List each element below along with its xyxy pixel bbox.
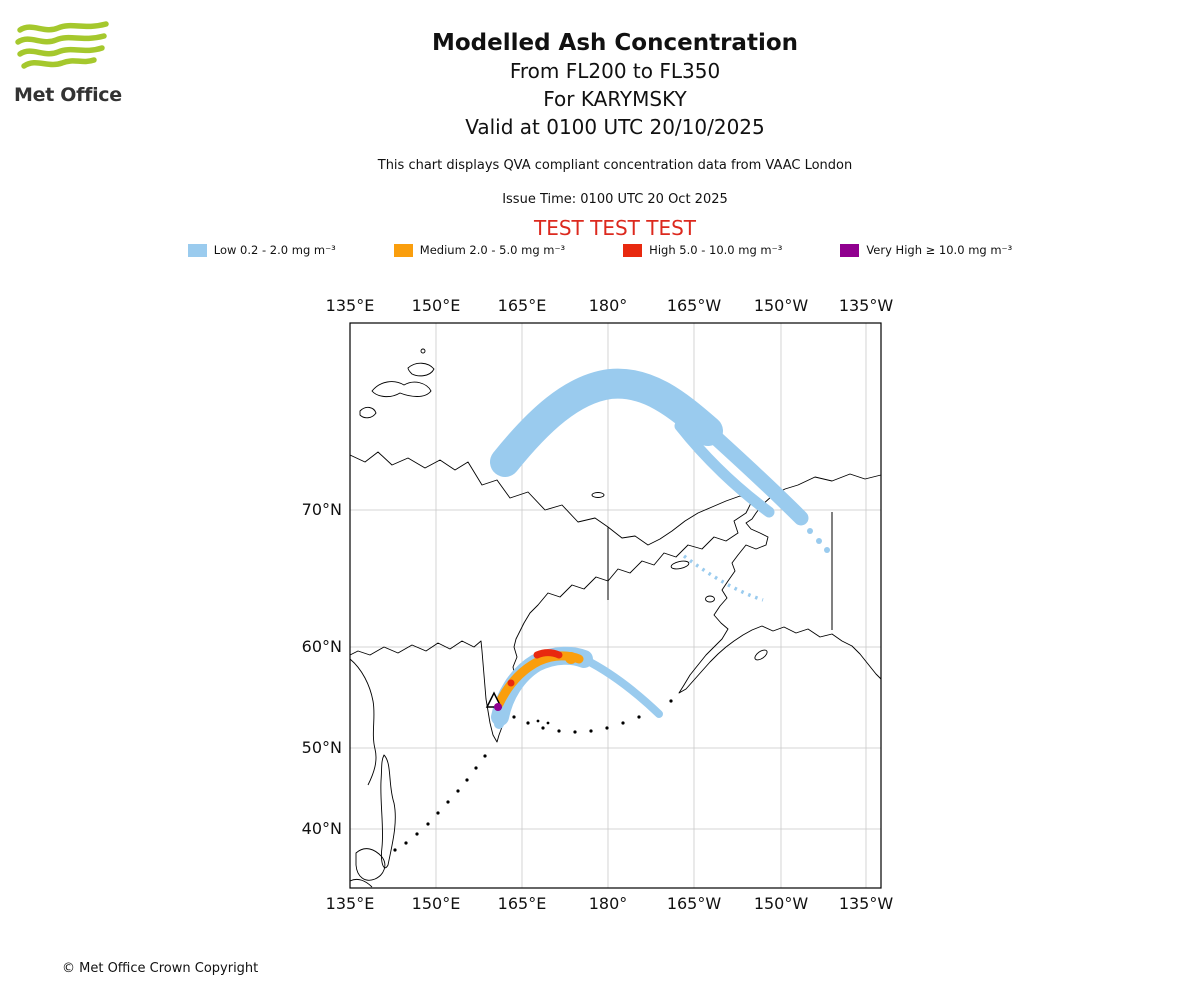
coastline-amur [349,658,377,786]
plume-low-south-dot [494,719,504,729]
legend-swatch-medium [393,243,413,257]
lon-tick-label: 135°W [839,296,894,315]
lat-labels-left: 70°N 60°N 50°N 40°N [302,500,342,838]
legend-swatch-very-high [840,243,860,257]
lon-tick-label: 150°E [412,894,461,913]
met-office-waves-icon [15,21,109,69]
coastline-siberia-kamchatka [349,451,753,743]
title-valid-time: Valid at 0100 UTC 20/10/2025 [465,115,765,139]
met-office-wordmark: Met Office [14,84,122,106]
lon-tick-label: 150°E [412,296,461,315]
coastlines [349,348,882,888]
plume-high-dot [507,679,515,687]
lon-labels-top: 135°E 150°E 165°E 180° 165°W 150°W 135°W [326,296,894,315]
ash-plume-low [490,368,830,729]
ash-plume-high [507,649,563,687]
legend-label-medium: Medium 2.0 - 5.0 mg m⁻³ [419,243,566,257]
legend: Low 0.2 - 2.0 mg m⁻³ Medium 2.0 - 5.0 mg… [0,243,1200,257]
map-frame [349,322,882,889]
lat-tick-label: 40°N [302,819,342,838]
lon-tick-label: 150°W [754,296,809,315]
map-figure: 135°E 150°E 165°E 180° 165°W 150°W 135°W… [302,296,894,913]
lon-tick-label: 135°W [839,894,894,913]
legend-label-high: High 5.0 - 10.0 mg m⁻³ [649,243,783,257]
compliance-note: This chart displays QVA compliant concen… [377,158,853,173]
lon-tick-label: 165°W [667,894,722,913]
plume-low-dotted-trail [682,554,764,602]
island-sakhalin [380,754,396,869]
plume-low-kamchatka-tail [580,655,663,718]
lon-tick-label: 150°W [754,894,809,913]
lon-tick-label: 180° [589,894,628,913]
ash-plume-medium [494,651,584,709]
lon-tick-label: 165°E [498,894,547,913]
gridlines [349,323,881,888]
plume-medium-blob [565,652,577,664]
plume-low-branch-south [674,420,775,518]
plume-low-tail-dot [816,538,822,544]
footer-copyright: © Met Office Crown Copyright [62,961,259,976]
chart-header: Modelled Ash Concentration From FL200 to… [30,30,1200,240]
issue-time: Issue Time: 0100 UTC 20 Oct 2025 [502,192,728,207]
title-volcano: For KARYMSKY [543,87,687,111]
political-borders [607,512,833,630]
plume-low-tail-dot [824,547,830,553]
island-hokkaido [355,848,386,881]
island-st-lawrence [670,560,690,570]
plume-low-arctic-band [490,368,723,477]
met-office-logo: Met Office [14,18,124,106]
island-chukchi [591,492,605,498]
plume-low-tail-dot [807,528,813,534]
lon-tick-label: 135°E [326,894,375,913]
island-arctic-3 [359,406,377,419]
coastline-alaska [678,473,882,694]
coastline-honshu [349,878,373,888]
kuril-islands [393,754,487,852]
plume-low-branch-north [696,419,809,526]
lon-tick-label: 165°E [498,296,547,315]
legend-item-very-high: Very High ≥ 10.0 mg m⁻³ [840,243,1012,257]
test-banner: TEST TEST TEST [533,216,696,240]
lon-tick-label: 135°E [326,296,375,315]
legend-label-very-high: Very High ≥ 10.0 mg m⁻³ [866,243,1013,257]
lon-labels-bottom: 135°E 150°E 165°E 180° 165°W 150°W 135°W [326,894,894,913]
ash-plume-very-high-dot [494,703,502,711]
legend-label-low: Low 0.2 - 2.0 mg m⁻³ [213,243,336,257]
plume-high-patch [533,649,563,659]
legend-swatch-low [187,243,207,257]
lon-tick-label: 165°W [667,296,722,315]
lat-tick-label: 60°N [302,637,342,656]
island-nunivak [705,595,715,603]
island-arctic-2 [420,348,426,354]
island-wrangel [371,381,432,398]
island-arctic-1 [407,362,435,377]
title-flight-levels: From FL200 to FL350 [509,59,721,83]
legend-item-low: Low 0.2 - 2.0 mg m⁻³ [187,243,336,257]
lat-tick-label: 70°N [302,500,342,519]
lon-tick-label: 180° [589,296,628,315]
legend-swatch-high [623,243,643,257]
legend-item-high: High 5.0 - 10.0 mg m⁻³ [623,243,782,257]
island-kodiak [754,649,768,661]
legend-item-medium: Medium 2.0 - 5.0 mg m⁻³ [393,243,566,257]
page-title: Modelled Ash Concentration [431,30,799,56]
lat-tick-label: 50°N [302,738,342,757]
